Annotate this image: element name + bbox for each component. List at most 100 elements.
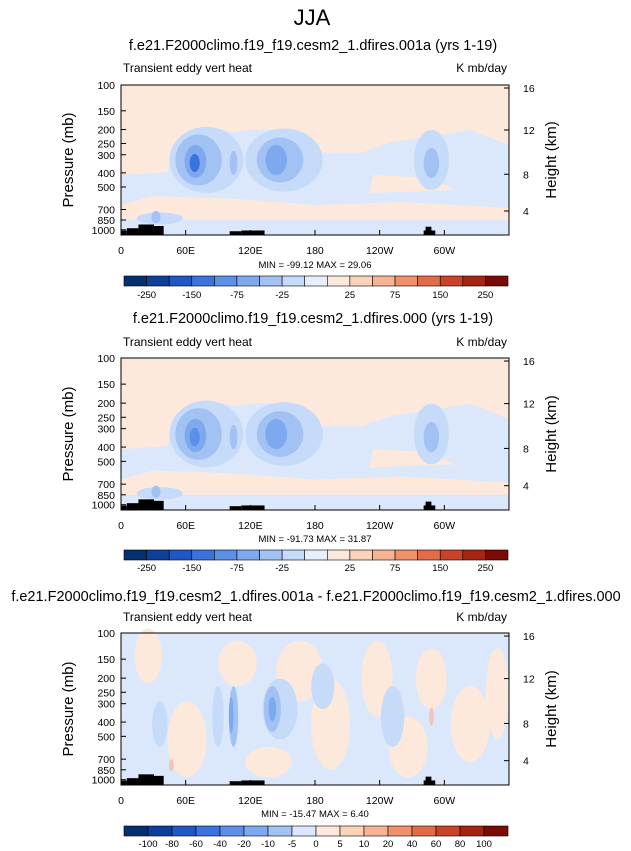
topography: [121, 780, 127, 785]
colorbar-swatch: [315, 825, 341, 837]
x-tick-label: 180: [306, 795, 324, 807]
y-axis-label: Pressure (mb): [60, 386, 77, 481]
chart-subtitle-left: Transient eddy vert heat: [123, 610, 253, 624]
contour-core: [169, 759, 174, 772]
contour-band: [152, 701, 168, 747]
y-right-tick-label: 4: [523, 756, 529, 768]
x-tick-label: 120E: [238, 795, 263, 807]
y-tick-label: 1000: [92, 500, 116, 512]
y-right-tick-label: 4: [523, 481, 529, 493]
colorbar-swatch: [191, 275, 215, 287]
colorbar-label: 150: [432, 563, 448, 574]
y-tick-label: 250: [97, 687, 115, 699]
contour-band: [423, 148, 440, 178]
colorbar-swatch: [363, 825, 389, 837]
chart-title: f.e21.F2000climo.f19_f19.cesm2_1.dfires.…: [11, 589, 620, 605]
colorbar-label: 40: [407, 839, 418, 850]
y-tick-label: 150: [97, 379, 115, 391]
chart-subtitle-right: K mb/day: [456, 610, 507, 624]
y-tick-label: 700: [97, 754, 115, 766]
colorbar-swatch: [146, 275, 170, 287]
colorbar-label: 5: [337, 839, 342, 850]
colorbar-swatch: [462, 549, 486, 561]
contour-core: [228, 696, 234, 734]
y-tick-label: 500: [97, 731, 115, 743]
topography: [425, 776, 432, 785]
chart-title: f.e21.F2000climo.f19_f19.cesm2_1.dfires.…: [133, 311, 493, 327]
colorbar-swatch: [387, 825, 413, 837]
contour-band: [229, 151, 238, 175]
y-tick-label: 850: [97, 490, 115, 502]
x-tick-label: 120E: [238, 245, 263, 257]
colorbar-swatch: [349, 549, 373, 561]
colorbar-swatch: [459, 825, 485, 837]
chart-panel: f.e21.F2000climo.f19_f19.cesm2_1.dfires.…: [60, 311, 560, 574]
colorbar-label: 20: [383, 839, 394, 850]
y-tick-label: 500: [97, 182, 115, 194]
x-tick-label: 120W: [366, 245, 394, 257]
topography: [153, 226, 164, 235]
contour-band: [218, 640, 257, 687]
colorbar-swatch: [439, 275, 464, 287]
colorbar-swatch: [168, 549, 193, 561]
topography: [121, 230, 127, 235]
y-right-tick-label: 8: [523, 443, 529, 455]
contour-band: [415, 648, 447, 709]
colorbar-swatch: [439, 549, 464, 561]
colorbar-label: 0: [313, 839, 318, 850]
contour-core: [429, 707, 434, 726]
y-tick-label: 100: [97, 628, 115, 640]
topography: [229, 781, 242, 785]
x-tick-label: 180: [306, 245, 324, 257]
y-tick-label: 700: [97, 205, 115, 217]
y-right-axis-label: Height (km): [543, 395, 560, 473]
colorbar-swatch: [372, 275, 396, 287]
colorbar-swatch: [435, 825, 461, 837]
y-tick-label: 850: [97, 765, 115, 777]
y-right-axis-label: Height (km): [543, 670, 560, 748]
chart-title: f.e21.F2000climo.f19_f19.cesm2_1.dfires.…: [129, 38, 497, 54]
topography: [153, 775, 164, 785]
colorbar-label: -80: [165, 839, 179, 850]
chart-subtitle-left: Transient eddy vert heat: [123, 61, 253, 75]
colorbar-swatch: [339, 825, 365, 837]
colorbar-swatch: [485, 549, 509, 561]
contour-band: [265, 145, 288, 175]
x-tick-label: 60W: [434, 245, 456, 257]
y-tick-label: 200: [97, 673, 115, 685]
colorbar-swatch: [394, 275, 418, 287]
contour-band: [380, 686, 405, 747]
chart-subtitle-right: K mb/day: [456, 335, 507, 349]
y-right-tick-label: 12: [523, 125, 535, 137]
y-right-axis-label: Height (km): [543, 121, 560, 199]
contour-band: [121, 494, 509, 510]
chart-panel: f.e21.F2000climo.f19_f19.cesm2_1.dfires.…: [60, 38, 560, 301]
contour-core: [189, 427, 200, 447]
colorbar-label: -150: [182, 290, 201, 301]
colorbar-swatch: [123, 275, 147, 287]
colorbar-swatch: [326, 549, 351, 561]
contour-band: [134, 628, 162, 684]
y-tick-label: 300: [97, 424, 115, 436]
x-tick-label: 0: [118, 795, 124, 807]
topography: [138, 224, 154, 235]
colorbar-swatch: [267, 825, 293, 837]
contour-band: [151, 485, 161, 498]
min-max-label: MIN = -91.73 MAX = 31.87: [258, 534, 371, 545]
y-tick-label: 500: [97, 456, 115, 468]
colorbar-swatch: [417, 275, 441, 287]
colorbar-swatch: [485, 275, 509, 287]
chart-subtitle-left: Transient eddy vert heat: [123, 335, 253, 349]
colorbar-label: 60: [431, 839, 442, 850]
colorbar-swatch: [291, 825, 317, 837]
x-tick-label: 60E: [176, 245, 195, 257]
min-max-label: MIN = -99.12 MAX = 29.06: [258, 260, 371, 271]
y-axis-label: Pressure (mb): [60, 661, 77, 756]
y-right-tick-label: 12: [523, 674, 535, 686]
x-tick-label: 120W: [366, 795, 394, 807]
x-tick-label: 0: [118, 245, 124, 257]
colorbar-label: -75: [230, 290, 244, 301]
colorbar-swatch: [195, 825, 221, 837]
contour-band: [212, 686, 224, 747]
